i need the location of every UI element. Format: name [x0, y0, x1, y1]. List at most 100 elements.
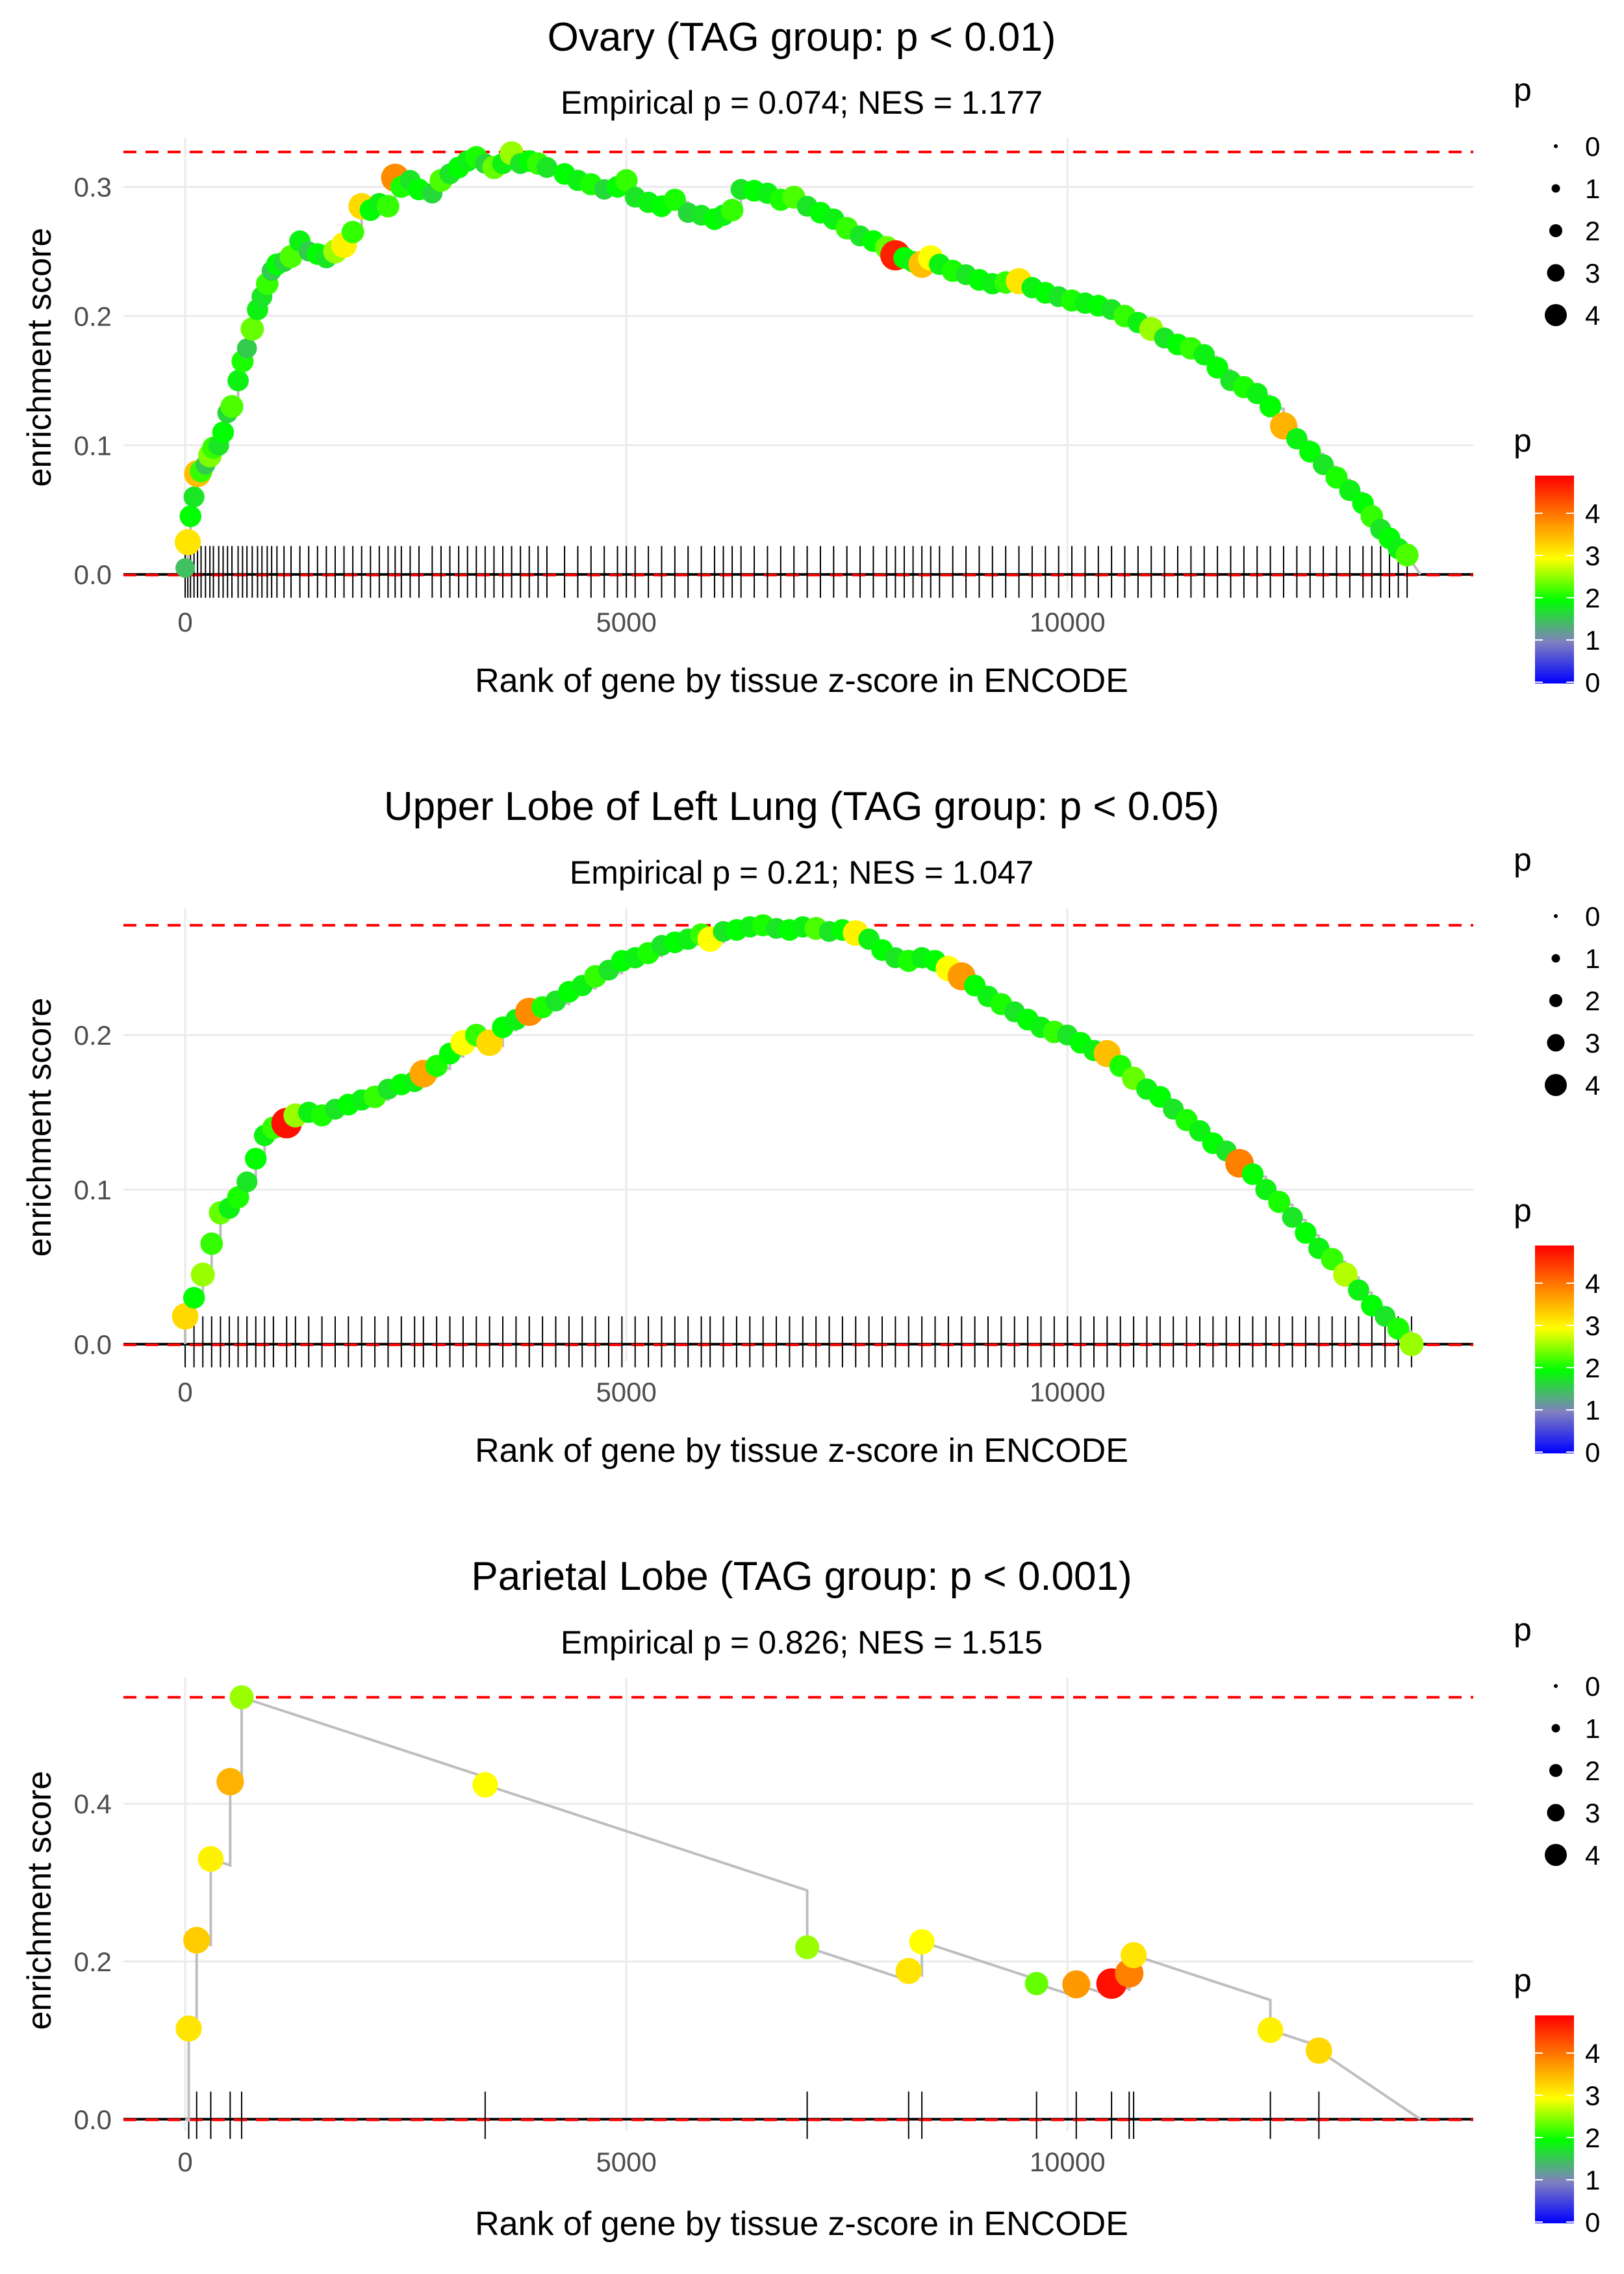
size-legend-label: 0	[1585, 131, 1600, 162]
data-point	[240, 317, 264, 341]
x-tick-label: 0	[177, 1377, 192, 1407]
data-point	[220, 394, 244, 418]
color-legend: 4 3 2 1 0	[1535, 2015, 1600, 2238]
y-tick-label: 0.2	[74, 1020, 112, 1051]
data-point	[1062, 1970, 1091, 1999]
size-legend-dot	[1549, 994, 1562, 1007]
size-legend-dot	[1551, 184, 1560, 193]
size-legend-dot	[1547, 264, 1565, 282]
color-legend-label: 1	[1585, 625, 1600, 656]
y-axis-label: enrichment score	[21, 1771, 58, 2030]
data-point	[1121, 1942, 1147, 1969]
data-point	[171, 1303, 199, 1330]
y-tick-label: 0.2	[74, 1947, 112, 1977]
color-legend-label: 3	[1585, 1310, 1600, 1341]
color-legend-label: 0	[1585, 667, 1600, 698]
data-point	[1246, 383, 1268, 405]
size-legend-title: p	[1514, 71, 1532, 108]
data-point	[1206, 357, 1228, 379]
size-legend-label: 1	[1585, 1713, 1600, 1744]
size-legend-title: p	[1514, 841, 1532, 878]
data-point	[227, 370, 249, 392]
size-legend-label: 1	[1585, 943, 1600, 974]
panel-parietal-lobe: Parietal Lobe (TAG group: p < 0.001) Emp…	[21, 1554, 1473, 2243]
size-legend-label: 0	[1585, 1671, 1600, 1702]
size-legend-dot	[1545, 304, 1567, 326]
color-legend: 4 3 2 1 0	[1535, 476, 1600, 698]
color-legend-label: 0	[1585, 2207, 1600, 2238]
size-legend-label: 3	[1585, 258, 1600, 288]
panel-subtitle: Empirical p = 0.826; NES = 1.515	[561, 1624, 1043, 1661]
plot-area: 0 5000 10000 0.0 0.1 0.2 0.3	[74, 138, 1473, 637]
panel-subtitle: Empirical p = 0.074; NES = 1.177	[561, 84, 1043, 121]
panel-upper-lobe-left-lung: Upper Lobe of Left Lung (TAG group: p < …	[21, 784, 1473, 1470]
color-legend-title: p	[1514, 1192, 1532, 1229]
y-tick-label: 0.3	[74, 172, 112, 203]
data-point	[1313, 454, 1334, 476]
y-tick-label: 0.0	[74, 559, 112, 590]
color-legend-label: 4	[1585, 2038, 1600, 2069]
size-legend-label: 3	[1585, 1798, 1600, 1828]
data-point	[377, 195, 400, 218]
data-point	[179, 505, 201, 528]
size-legend: 0 1 2 3 4	[1545, 1671, 1600, 1871]
color-legend-label: 1	[1585, 1395, 1600, 1425]
size-legend-label: 2	[1585, 986, 1600, 1016]
data-point	[1257, 2017, 1284, 2043]
color-legend-label: 4	[1585, 1268, 1600, 1299]
color-legend-label: 2	[1585, 583, 1600, 613]
panel-ovary: Ovary (TAG group: p < 0.01) Empirical p …	[21, 15, 1473, 700]
color-legend-label: 4	[1585, 498, 1600, 529]
data-point	[183, 1286, 205, 1309]
y-axis-label: enrichment score	[21, 998, 58, 1257]
size-legend-label: 3	[1585, 1028, 1600, 1058]
panel-title: Ovary (TAG group: p < 0.01)	[548, 15, 1056, 60]
data-point	[212, 421, 235, 444]
data-point	[1259, 395, 1282, 418]
x-tick-label: 5000	[596, 607, 656, 637]
x-axis-label: Rank of gene by tissue z-score in ENCODE	[475, 662, 1128, 700]
data-point	[216, 1768, 244, 1796]
data-point	[1348, 1279, 1369, 1301]
y-tick-label: 0.2	[74, 301, 112, 331]
data-point	[1321, 1247, 1344, 1271]
color-legend: 4 3 2 1 0	[1535, 1246, 1600, 1468]
x-tick-label: 10000	[1030, 2147, 1106, 2177]
data-point	[341, 220, 364, 244]
data-point	[1299, 441, 1321, 463]
size-legend-dot	[1545, 1074, 1567, 1096]
color-gradient-bar	[1535, 1246, 1574, 1453]
color-gradient-bar	[1535, 2015, 1574, 2223]
x-tick-label: 0	[177, 2147, 192, 2177]
y-axis-label: enrichment score	[21, 228, 58, 487]
y-tick-label: 0.1	[74, 430, 112, 461]
data-point	[200, 1232, 223, 1255]
size-legend: 0 1 2 3 4	[1545, 901, 1600, 1101]
color-legend-label: 1	[1585, 2165, 1600, 2195]
data-point	[615, 169, 638, 192]
size-legend-dot	[1551, 954, 1560, 963]
size-legend-dot	[1551, 1724, 1560, 1733]
size-legend-label: 4	[1585, 300, 1600, 331]
size-legend: 0 1 2 3 4	[1545, 131, 1600, 331]
data-point	[175, 558, 196, 578]
data-point	[190, 1262, 215, 1287]
x-tick-label: 10000	[1030, 1377, 1106, 1407]
plot-area: 0 5000 10000 0.0 0.2 0.4	[74, 1678, 1473, 2177]
color-legend-title: p	[1514, 1962, 1532, 1999]
data-point	[1333, 1262, 1358, 1287]
size-legend-label: 0	[1585, 901, 1600, 932]
data-point	[1305, 2037, 1332, 2064]
size-legend-dot	[1547, 1804, 1565, 1822]
data-point	[197, 1846, 224, 1872]
x-axis-label: Rank of gene by tissue z-score in ENCODE	[475, 1432, 1128, 1470]
data-point	[236, 1171, 258, 1193]
data-point	[1024, 1972, 1048, 1995]
color-legend-label: 3	[1585, 2080, 1600, 2111]
legend-panel-1: p 0 1 2 3 4 p 4 3 2 1 0	[1514, 71, 1600, 698]
data-point	[1395, 543, 1419, 567]
data-point	[229, 1685, 254, 1709]
color-legend-label: 2	[1585, 1353, 1600, 1383]
data-point	[1387, 1318, 1410, 1340]
